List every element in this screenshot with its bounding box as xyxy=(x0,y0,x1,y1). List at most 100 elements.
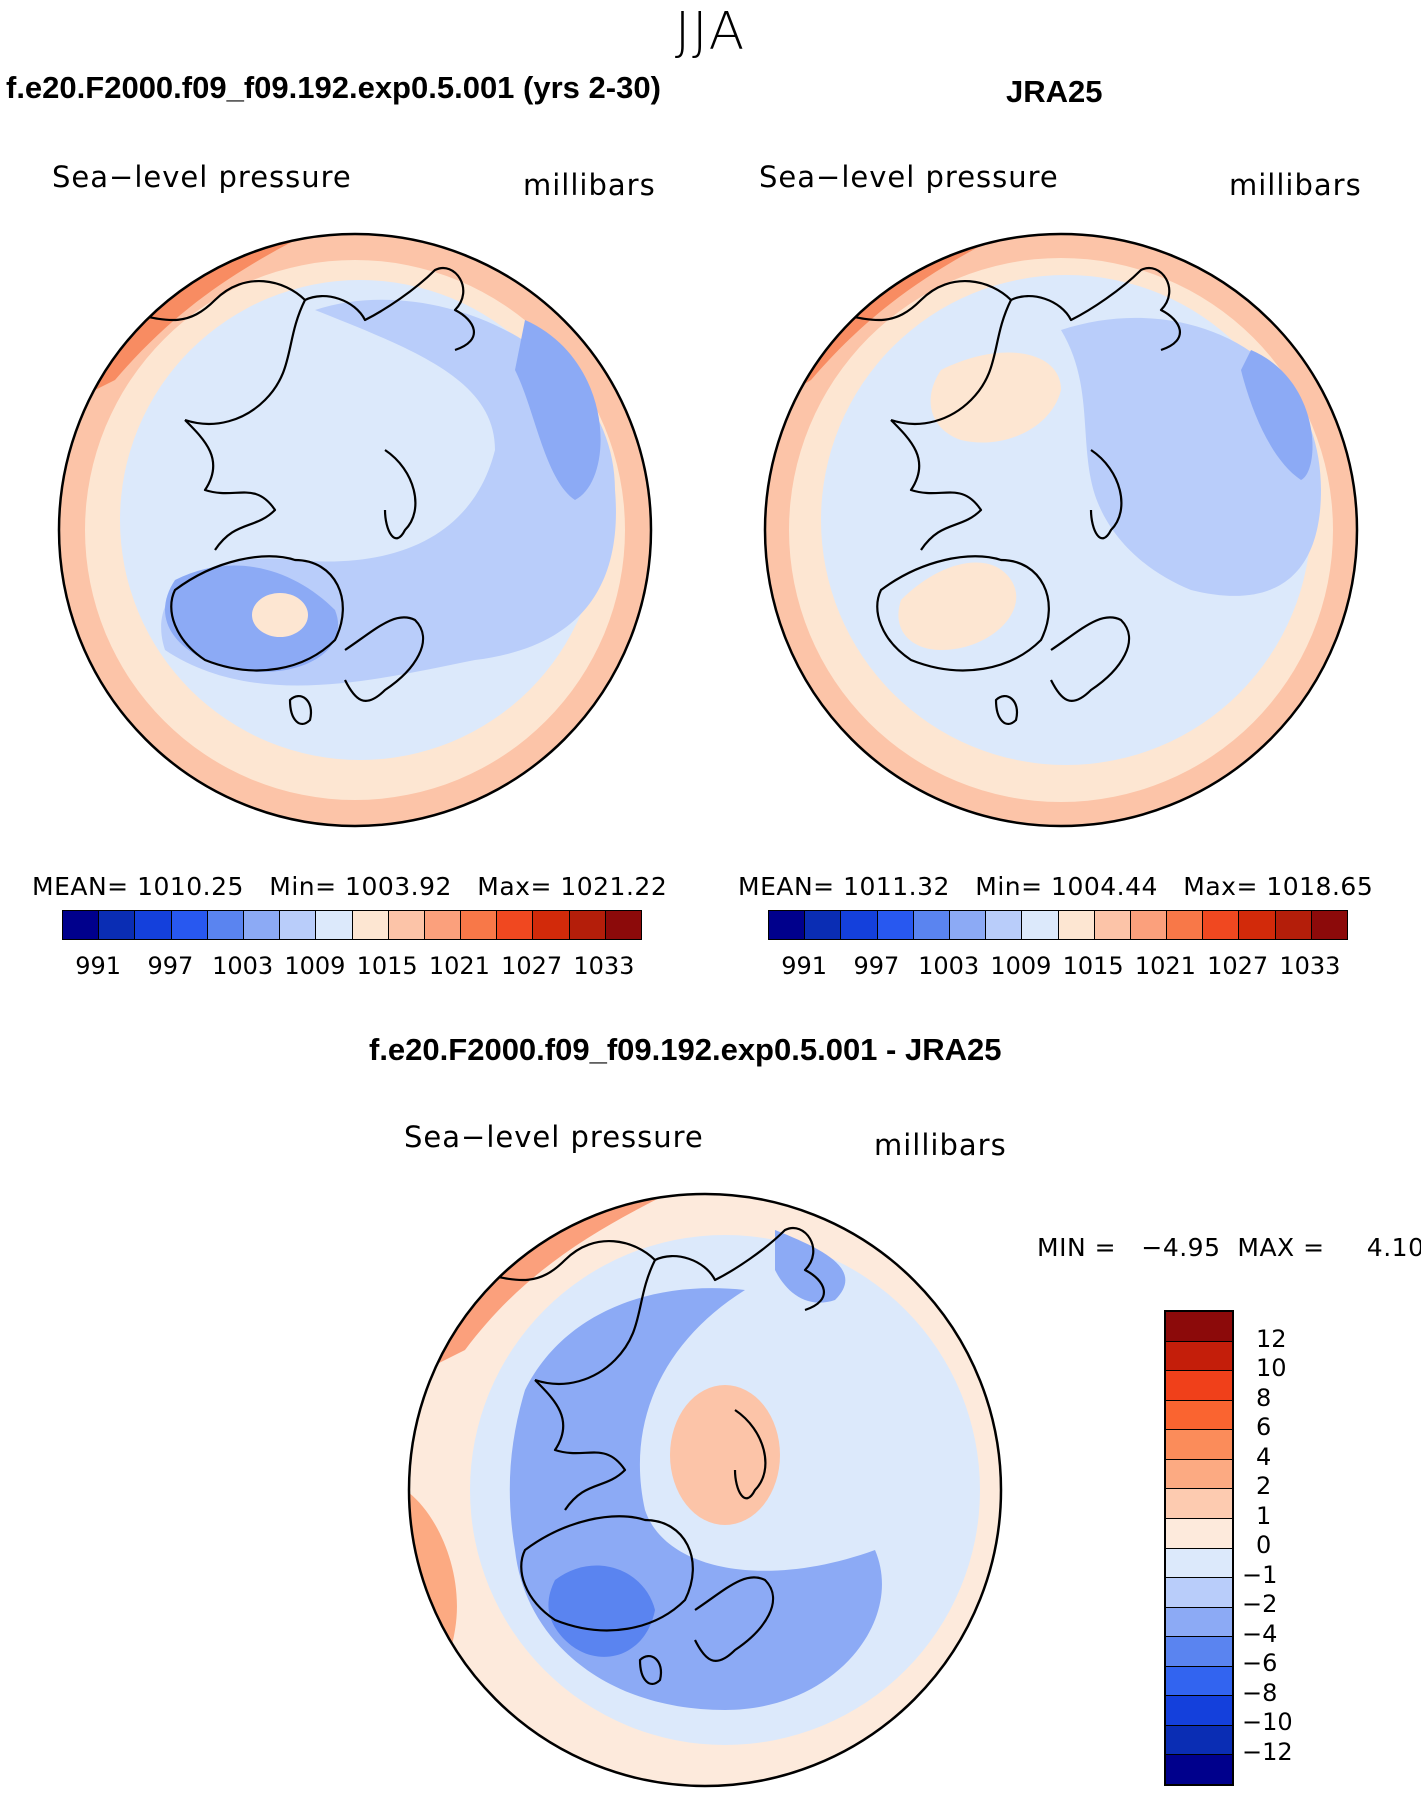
diff-colorbar-tick-label: 4 xyxy=(1256,1442,1272,1471)
model-colorbar-tick-label: 1021 xyxy=(428,952,490,980)
model-colorbar-tick-label: 1027 xyxy=(501,952,563,980)
model-colorbar-swatch xyxy=(99,911,136,939)
obs-colorbar-swatch xyxy=(1275,911,1312,939)
model-variable-label: Sea−level pressure xyxy=(52,160,352,194)
obs-colorbar-tick-label: 997 xyxy=(853,952,900,980)
obs-colorbar-swatch xyxy=(1130,911,1168,939)
diff-coast-britain xyxy=(638,1655,663,1685)
diff-colorbar-swatch xyxy=(1166,1578,1232,1608)
diff-coast-scandinavia xyxy=(733,1409,767,1500)
diff-colorbar-tick-label: 0 xyxy=(1256,1531,1272,1559)
model-polar-map xyxy=(57,232,653,828)
diff-variable-label: Sea−level pressure xyxy=(404,1120,704,1154)
model-colorbar-tick-label: 997 xyxy=(147,952,194,980)
obs-colorbar-tick-label: 1021 xyxy=(1134,952,1196,980)
obs-colorbar-swatch xyxy=(841,911,878,939)
diff-colorbar-swatch xyxy=(1166,1489,1232,1519)
diff-field-high-center xyxy=(670,1385,780,1525)
obs-panel-title: JRA25 xyxy=(1006,74,1103,109)
model-field-greenland-high xyxy=(252,593,308,637)
model-colorbar-swatch xyxy=(497,911,534,939)
diff-colorbar-tick-label: −10 xyxy=(1242,1708,1293,1736)
diff-polar-map xyxy=(407,1192,1003,1788)
diff-coast-arctic-archipelago xyxy=(534,1379,627,1511)
model-colorbar-swatch xyxy=(424,911,462,939)
diff-colorbar-swatch xyxy=(1166,1725,1232,1756)
obs-field-arctic-high xyxy=(930,352,1061,443)
model-coast-scandinavia xyxy=(383,449,417,540)
diff-colorbar-tick-label: −1 xyxy=(1242,1560,1278,1589)
diff-colorbar-tick-label: −12 xyxy=(1242,1737,1293,1766)
obs-colorbar-tick-label: 1003 xyxy=(918,952,980,980)
model-colorbar-swatch xyxy=(352,911,389,939)
diff-colorbar-swatch xyxy=(1166,1459,1232,1490)
diff-minmax: MIN = −4.95 MAX = 4.10 xyxy=(1037,1233,1421,1262)
obs-colorbar-tick-label: 1033 xyxy=(1279,952,1341,980)
diff-colorbar-swatch xyxy=(1166,1341,1232,1372)
model-colorbar-swatch xyxy=(171,911,208,939)
obs-field-low-core xyxy=(1241,350,1313,480)
obs-colorbar-swatch xyxy=(1311,911,1347,939)
model-coast-europe xyxy=(344,616,425,702)
obs-colorbar-tick-label: 1027 xyxy=(1207,952,1269,980)
model-colorbar-swatch xyxy=(280,911,317,939)
diff-colorbar-tick-label: −8 xyxy=(1242,1678,1278,1707)
model-colorbar-tick-label: 1015 xyxy=(356,952,418,980)
model-coast-asia xyxy=(114,267,476,352)
model-colorbar-ticks: 991 997 1003 1009 1015 1021 1027 1033 xyxy=(62,952,640,982)
diff-colorbar-swatch xyxy=(1166,1637,1232,1667)
diff-field-low-core xyxy=(548,1565,655,1657)
diff-field-low-ne xyxy=(775,1230,846,1303)
obs-variable-label: Sea−level pressure xyxy=(759,160,1059,194)
diff-colorbar-swatch xyxy=(1166,1400,1232,1431)
obs-colorbar-tick-label: 1009 xyxy=(990,952,1052,980)
obs-colorbar-swatch xyxy=(986,911,1023,939)
model-coast-siberia xyxy=(184,299,306,425)
obs-colorbar-swatch xyxy=(1203,911,1240,939)
model-colorbar-swatch xyxy=(605,911,641,939)
diff-panel-title: f.e20.F2000.f09_f09.192.exp0.5.001 - JRA… xyxy=(369,1032,1002,1067)
obs-colorbar-ticks: 991 997 1003 1009 1015 1021 1027 1033 xyxy=(768,952,1346,982)
obs-colorbar-tick-label: 1015 xyxy=(1062,952,1124,980)
model-field-low-core xyxy=(515,320,601,500)
diff-colorbar-tick-label: 2 xyxy=(1256,1472,1272,1500)
obs-colorbar-swatch xyxy=(805,911,842,939)
diff-colorbar-swatch xyxy=(1166,1371,1232,1401)
diff-colorbar-swatch xyxy=(1166,1607,1232,1638)
obs-colorbar-swatch xyxy=(1094,911,1131,939)
diff-colorbar-tick-label: −6 xyxy=(1242,1649,1278,1677)
obs-colorbar-swatch xyxy=(1022,911,1059,939)
model-colorbar-swatch xyxy=(135,911,172,939)
obs-coast-siberia xyxy=(890,299,1012,425)
diff-colorbar-tick-label: 12 xyxy=(1256,1324,1287,1353)
obs-colorbar-swatch xyxy=(1058,911,1095,939)
diff-coast-europe xyxy=(694,1576,775,1662)
model-colorbar-tick-label: 991 xyxy=(75,952,122,980)
model-colorbar-swatch xyxy=(388,911,425,939)
obs-coast-asia xyxy=(820,267,1182,352)
diff-coast-asia xyxy=(464,1227,826,1312)
model-colorbar-tick-label: 1033 xyxy=(573,952,635,980)
diff-colorbar-tick-label: −4 xyxy=(1242,1619,1278,1648)
diff-colorbar-ticks: 12 10 8 6 4 2 1 0 −1 −2 −4 −6 −8 −10 −12 xyxy=(1242,1310,1332,1782)
obs-stats: MEAN= 1011.32 Min= 1004.44 Max= 1018.65 xyxy=(738,872,1374,901)
model-colorbar-swatch xyxy=(316,911,353,939)
obs-units-label: millibars xyxy=(1229,168,1362,202)
season-title: JJA xyxy=(674,2,747,62)
diff-colorbar-swatch xyxy=(1166,1696,1232,1726)
obs-colorbar-swatch xyxy=(913,911,950,939)
obs-colorbar-swatch xyxy=(877,911,914,939)
obs-coast-europe xyxy=(1050,616,1131,702)
obs-map-border xyxy=(763,232,1359,828)
model-colorbar-swatch xyxy=(461,911,498,939)
obs-coast-arctic-archipelago xyxy=(890,419,983,551)
model-coast-greenland xyxy=(170,555,344,672)
diff-colorbar-swatch xyxy=(1166,1666,1232,1697)
diff-coast-siberia xyxy=(534,1259,656,1385)
diff-colorbar-tick-label: 10 xyxy=(1256,1354,1287,1382)
model-colorbar-tick-label: 1003 xyxy=(212,952,274,980)
model-colorbar-swatch xyxy=(533,911,570,939)
model-colorbar xyxy=(62,910,642,940)
model-coast-britain xyxy=(288,695,313,725)
model-field-greenland-low xyxy=(165,565,339,672)
